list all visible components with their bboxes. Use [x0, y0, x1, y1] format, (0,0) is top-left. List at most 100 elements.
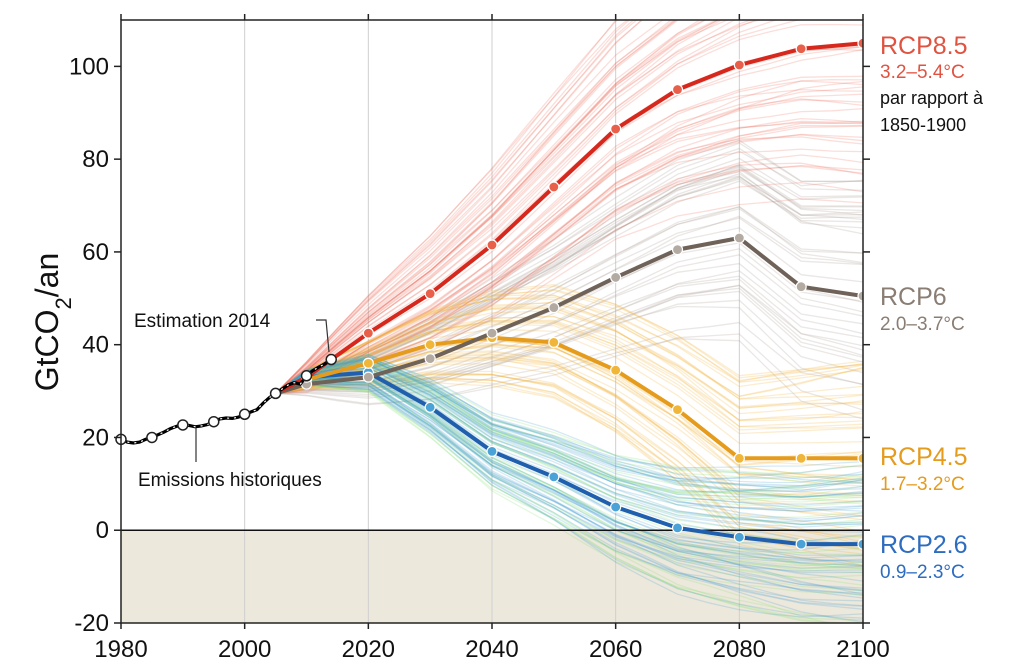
scenario-labels: RCP8.5 3.2–5.4°C par rapport à 1850-1900…: [880, 32, 984, 583]
ensemble-line-rcp26: [275, 378, 863, 572]
ensemble-line-rcp85: [275, 98, 863, 395]
ensemble-line-rcp6: [275, 338, 863, 420]
ensemble-line-rcp45: [275, 373, 863, 543]
series-point-rcp85: [486, 239, 498, 251]
historical-point: [269, 387, 282, 400]
ensemble-line-rcp45: [275, 321, 863, 431]
ensemble-line-rcp45: [275, 306, 863, 415]
historical-point: [300, 370, 313, 382]
y-tick-label-60: 60: [82, 239, 109, 266]
ensemble-line-rcp6: [275, 178, 863, 394]
ensemble-line-rcp6: [275, 305, 863, 397]
series-point-rcp45: [610, 364, 622, 376]
ensemble-line-rcp45: [275, 344, 863, 482]
ensemble-line-rcp26: [275, 356, 863, 479]
ensemble-line-rcp6: [275, 205, 863, 394]
series-point-rcp26: [857, 538, 863, 550]
ensemble-line-rcp6: [275, 175, 863, 394]
ensemble-line-rcp85: [275, 181, 863, 395]
ensemble-line-rcp85: [275, 20, 635, 394]
ensemble-line-rcp6: [275, 164, 863, 394]
ensemble-line-rcp45: [275, 346, 863, 481]
y-axis: -20 0 20 40 60 80 100: [69, 53, 870, 637]
ensemble-line-rcp26: [275, 381, 863, 596]
ensemble-line-rcp45: [275, 371, 863, 533]
ensemble-line-rcp85: [275, 20, 643, 394]
ensemble-line-rcp85: [275, 20, 753, 394]
ensemble-line-rcp45: [275, 377, 863, 546]
label-rcp85-note-1: par rapport à: [880, 88, 984, 108]
series-point-rcp85: [671, 83, 684, 96]
label-rcp26-name: RCP2.6: [880, 531, 968, 559]
series-point-rcp6: [486, 327, 498, 339]
ensemble-line-rcp85: [275, 20, 729, 394]
ensemble-line-rcp45: [275, 323, 863, 435]
ensemble-line-rcp85: [275, 20, 707, 394]
ensemble-line-rcp26: [275, 384, 836, 623]
ensemble-line-rcp26: [275, 355, 863, 482]
ensemble-line-rcp6: [275, 142, 863, 394]
ensemble-line-rcp26: [275, 363, 863, 510]
ensemble-line-rcp26: [275, 384, 863, 623]
ensemble-line-rcp26: [275, 365, 863, 519]
series-point-rcp26: [424, 401, 436, 413]
ensemble-line-rcp26: [275, 378, 863, 574]
ensemble-line-rcp26: [275, 363, 863, 513]
y-tick-label-20: 20: [82, 424, 109, 451]
ensemble-line-rcp45: [275, 285, 863, 394]
x-tick-label-2020: 2020: [342, 636, 395, 663]
series-point-rcp85: [548, 181, 560, 193]
ensemble-line-rcp6: [275, 290, 863, 395]
ensemble-line-rcp85: [275, 125, 863, 395]
ensemble-line-rcp45: [275, 376, 863, 555]
ensemble-line-rcp45: [275, 315, 863, 429]
ensemble-line-rcp45: [275, 301, 863, 400]
ensemble-line-rcp26: [275, 364, 863, 523]
ensemble-line-rcp26: [275, 384, 852, 623]
ensemble-line-rcp85: [275, 20, 706, 394]
label-rcp45-name: RCP4.5: [880, 443, 968, 471]
series-point-rcp45: [671, 404, 684, 416]
annotation-estimate-text: Estimation 2014: [134, 311, 271, 332]
historical-point: [146, 431, 158, 444]
label-rcp85-range: 3.2–5.4°C: [880, 62, 965, 83]
ensemble-line-rcp85: [275, 154, 863, 395]
grid: [244, 20, 740, 623]
ensemble-line-rcp85: [275, 20, 701, 394]
ensemble-line-rcp26: [275, 381, 863, 592]
series-point-rcp26: [610, 501, 622, 513]
ensemble-line-rcp85: [275, 20, 779, 394]
ensemble-line-rcp26: [275, 376, 863, 566]
annotation-historical: Emissions historiques: [138, 428, 322, 491]
ensemble-line-rcp85: [275, 80, 863, 395]
ensemble-line-rcp26: [275, 377, 863, 567]
ensemble-line-rcp85: [275, 20, 617, 394]
ensemble-line-rcp85: [275, 75, 863, 394]
x-tick-label-2100: 2100: [836, 636, 889, 663]
ensemble-line-rcp85: [275, 20, 676, 394]
ensemble-line-rcp85: [275, 20, 758, 394]
ensemble-line-rcp26: [275, 363, 863, 520]
series-point-rcp45: [795, 452, 807, 464]
annotation-historical-text: Emissions historiques: [138, 470, 322, 491]
ensemble-line-rcp85: [275, 99, 863, 395]
ensemble-line-rcp6: [275, 275, 863, 395]
ensemble-line-rcp85: [275, 80, 863, 395]
ensemble-line-rcp6: [275, 176, 863, 394]
ensemble-line-rcp26: [275, 377, 863, 570]
ensemble-line-rcp85: [275, 20, 631, 394]
ensemble-line-rcp26: [275, 354, 863, 484]
ensemble-line-rcp45: [275, 310, 863, 409]
ensemble-line-rcp26: [275, 365, 863, 526]
series-point-rcp45: [733, 452, 745, 464]
ensemble-line-rcp26: [275, 380, 863, 591]
label-rcp85-name: RCP8.5: [880, 32, 968, 60]
ensemble-line-rcp6: [275, 333, 863, 411]
series-point-rcp45: [362, 357, 374, 369]
ensemble-line-rcp85: [275, 23, 863, 394]
ensemble-line-rcp26: [275, 356, 863, 478]
ensemble-line-rcp26: [275, 363, 863, 505]
ensemble-line-rcp6: [275, 163, 863, 394]
label-rcp85-note-2: 1850-1900: [880, 115, 966, 135]
